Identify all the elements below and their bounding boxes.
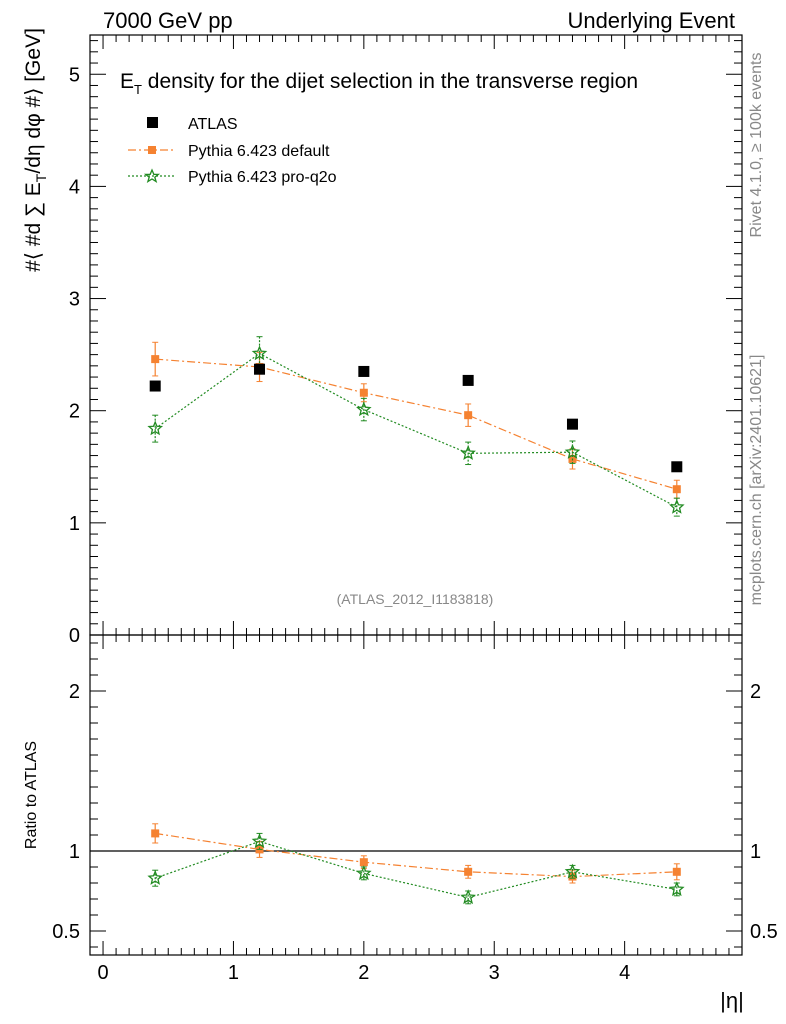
y-tick-label-zero: 0: [69, 625, 80, 647]
y-tick-label: 2: [69, 401, 80, 423]
data-point: [464, 867, 473, 876]
data-point: [359, 388, 368, 397]
series-main-atlas: [149, 363, 683, 473]
source-label: mcplots.cern.ch [arXiv:2401.10621]: [748, 355, 765, 606]
data-point: [151, 355, 160, 364]
ratio-y-tick-label-left: 0.5: [52, 921, 80, 943]
legend-label-atlas: ATLAS: [188, 116, 238, 133]
chart-title: ET density for the dijet selection in th…: [120, 70, 638, 97]
data-point: [464, 411, 473, 420]
header-left: 7000 GeV pp: [103, 8, 233, 33]
data-point: [359, 858, 368, 867]
x-tick-label: 0: [97, 962, 108, 984]
data-point: [147, 870, 163, 885]
ratio-panel-frame: [89, 634, 743, 956]
data-point: [671, 461, 683, 473]
data-point: [358, 365, 370, 377]
y-tick-label: 1: [69, 513, 80, 535]
data-point: [564, 444, 581, 459]
data-point: [669, 881, 685, 897]
data-point: [251, 345, 268, 361]
data-point: [566, 418, 578, 430]
x-tick-label: 2: [358, 962, 369, 984]
data-point: [147, 420, 164, 436]
y-tick-label: 3: [69, 289, 80, 311]
chart-title-rest: density for the dijet selection in the t…: [142, 70, 638, 93]
data-point: [672, 485, 681, 494]
legend-marker-atlas: [147, 117, 158, 128]
legend-label-proq2o: Pythia 6.423 pro-q2o: [188, 169, 337, 186]
data-point: [254, 363, 266, 375]
x-tick-label: 4: [619, 962, 630, 984]
series-main-pythia-6-423-pro-q2o: [147, 336, 685, 517]
data-point: [672, 867, 681, 876]
series-ratio-pythia-6-423-default: [151, 823, 681, 884]
y-tick-label: 5: [69, 64, 80, 86]
x-tick-label: 1: [228, 962, 239, 984]
data-point: [251, 833, 268, 849]
ratio-y-tick-label-left: 1: [69, 841, 80, 863]
x-axis-label: |η|: [720, 988, 744, 1013]
series-ratio-pythia-6-423-pro-q2o: [147, 832, 685, 905]
ratio-y-axis-label: Ratio to ATLAS: [23, 741, 40, 849]
main-axis-ticks: 1 2 3 4 5 0: [69, 35, 742, 647]
ratio-axis-ticks: 0 1 2 3 4 0.5 0.5 1 1 2 2: [52, 635, 778, 984]
series-line: [154, 352, 678, 508]
ratio-y-tick-label-right: 1: [750, 841, 761, 863]
legend-marker-proq2o: [143, 168, 161, 183]
data-point: [356, 865, 372, 881]
header-right: Underlying Event: [567, 8, 735, 33]
series-layer: [147, 336, 685, 905]
ratio-y-tick-label-left: 2: [69, 681, 80, 703]
legend-label-default: Pythia 6.423 default: [188, 143, 330, 160]
data-point: [669, 498, 685, 514]
series-line: [155, 358, 677, 490]
x-tick-label: 3: [489, 962, 500, 984]
data-point: [460, 445, 476, 461]
series-line: [155, 840, 677, 899]
ratio-y-tick-label-right: 0.5: [750, 921, 778, 943]
data-point: [151, 829, 160, 838]
y-axis-label: #⟨ #d ∑ ET/dη dφ #⟩ [GeV]: [22, 28, 49, 272]
chart-title-sub: T: [134, 82, 142, 97]
analysis-watermark: (ATLAS_2012_I1183818): [337, 591, 494, 607]
series-line: [155, 832, 677, 878]
series-main-pythia-6-423-default: [151, 341, 681, 499]
rivet-version-label: Rivet 4.1.0, ≥ 100k events: [748, 53, 765, 238]
data-point: [149, 380, 161, 392]
chart-title-main: E: [120, 70, 134, 93]
ratio-y-tick-label-right: 2: [750, 681, 761, 703]
data-point: [356, 401, 372, 417]
data-point: [564, 863, 581, 879]
legend: ATLAS Pythia 6.423 default Pythia 6.423 …: [128, 116, 337, 186]
data-point: [462, 374, 474, 386]
y-tick-label: 4: [69, 176, 80, 198]
legend-marker-default: [148, 146, 156, 154]
data-point: [460, 889, 476, 905]
